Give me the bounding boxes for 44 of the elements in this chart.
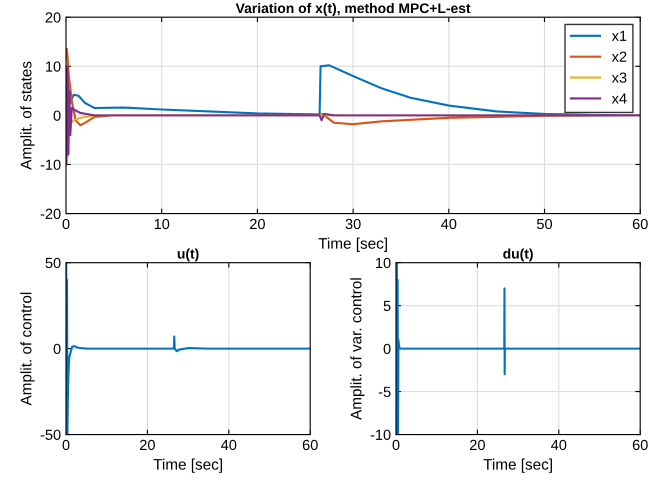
y-axis-title: Amplit. of control	[20, 292, 35, 406]
y-tick-label: 0	[54, 344, 61, 354]
y-tick-label: 20	[46, 12, 61, 23]
x-tick-label: 0	[62, 440, 70, 450]
y-axis-title: Amplit. of states	[20, 62, 35, 170]
x-tick-label: 10	[154, 218, 170, 230]
x-tick-label: 30	[346, 218, 361, 230]
x-axis-title: Time [sec]	[318, 238, 387, 252]
y-tick-label: 0	[54, 110, 61, 121]
y-tick-label: 10	[376, 258, 391, 268]
x-tick-label: 20	[250, 218, 265, 230]
x-tick-label: 0	[392, 440, 400, 450]
line-series	[66, 262, 310, 435]
line-series	[66, 65, 640, 166]
y-tick-label: 10	[46, 61, 61, 72]
line-series	[396, 262, 640, 435]
y-tick-label: -50	[40, 430, 61, 440]
y-tick-label: 5	[384, 300, 391, 312]
y-tick-label: -10	[40, 160, 61, 170]
chart-title: du(t)	[503, 248, 533, 262]
x-tick-label: 40	[441, 218, 456, 230]
legend-label: x4	[612, 94, 627, 104]
y-tick-label: -5	[378, 386, 391, 397]
x-tick-label: 60	[632, 440, 648, 450]
x-tick-label: 0	[62, 218, 70, 230]
x-tick-label: 20	[470, 440, 485, 450]
y-tick-label: 0	[384, 344, 391, 354]
y-tick-label: -10	[370, 430, 391, 440]
x-tick-label: 60	[302, 440, 318, 450]
x-tick-label: 60	[632, 218, 648, 230]
x-tick-label: 20	[140, 440, 155, 450]
chart-title: Variation of x(t), method MPC+L-est	[236, 2, 470, 16]
x-tick-label: 50	[536, 218, 552, 230]
legend-label: x3	[612, 72, 626, 83]
legend-label: x1	[612, 30, 626, 41]
y-tick-label: -20	[40, 208, 61, 220]
y-axis-title: Amplit. of var. control	[350, 278, 365, 420]
x-axis-title: Time [sec]	[484, 458, 552, 473]
x-tick-label: 40	[551, 440, 566, 450]
y-tick-label: 50	[46, 258, 61, 268]
x-axis-title: Time [sec]	[154, 458, 222, 473]
chart-title: u(t)	[178, 248, 199, 262]
legend-label: x2	[612, 52, 626, 62]
x-tick-label: 40	[221, 440, 236, 450]
